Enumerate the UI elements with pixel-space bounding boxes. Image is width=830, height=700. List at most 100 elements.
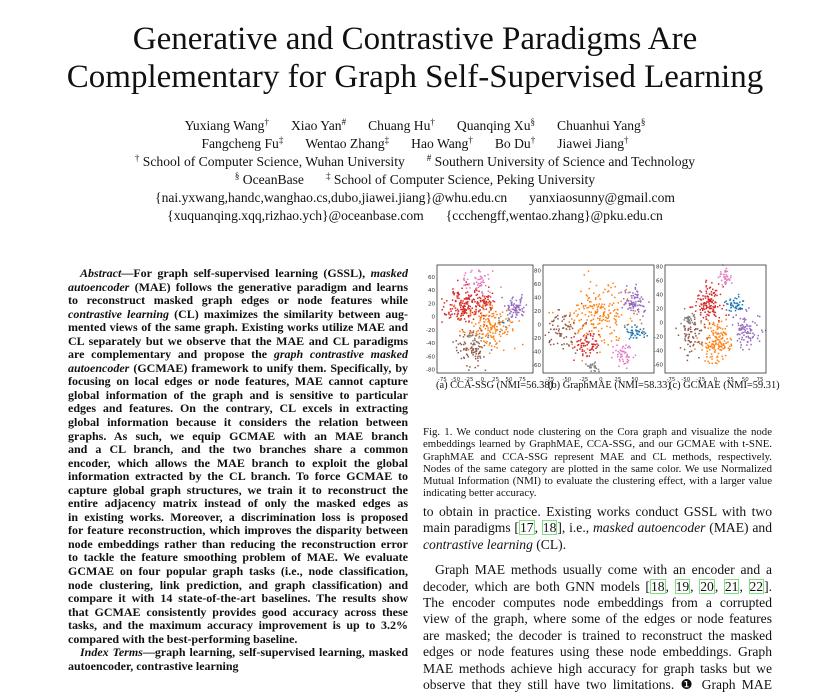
scatter-point — [503, 321, 505, 324]
text-line: to reconstruct masked graph edges or nod… — [68, 294, 408, 308]
scatter-point — [753, 334, 756, 336]
scatter-point — [460, 308, 462, 311]
scatter-point — [707, 298, 710, 300]
text: view of the graph, where some of the edg… — [423, 611, 772, 627]
citation-link[interactable]: 18 — [541, 520, 558, 536]
scatter-point — [634, 324, 636, 326]
text: GraphMAE and CCA-SSG represent MAE and C… — [423, 450, 772, 463]
scatter-point — [600, 305, 602, 307]
scatter-point — [483, 296, 486, 299]
scatter-point — [746, 332, 748, 335]
citation-link[interactable]: 22 — [748, 578, 765, 594]
scatter-point — [460, 312, 463, 315]
scatter-point — [464, 308, 466, 310]
scatter-point — [469, 295, 472, 298]
scatter-point — [451, 299, 454, 301]
scatter-point — [711, 340, 714, 343]
scatter-point — [621, 306, 624, 309]
scatter-point — [589, 334, 592, 337]
scatter-point — [485, 303, 488, 305]
scatter-point — [457, 343, 460, 345]
scatter-point — [700, 291, 703, 293]
scatter-point — [585, 294, 587, 296]
scatter-point — [471, 311, 474, 314]
x-tick-label: 0 — [714, 377, 718, 383]
scatter-point — [636, 295, 639, 297]
scatter-point — [602, 315, 604, 318]
scatter-point — [481, 336, 484, 339]
scatter-point — [716, 328, 719, 330]
text-line: autoencoder, contrastive learning — [68, 660, 408, 674]
scatter-point — [635, 301, 637, 303]
scatter-point — [475, 353, 477, 355]
scatter-point — [604, 308, 606, 310]
scatter-point — [708, 305, 711, 307]
scatter-point — [488, 310, 491, 313]
scatter-point — [616, 355, 619, 358]
scatter-point — [519, 309, 521, 311]
scatter-point — [472, 331, 474, 334]
text-line: for feature reconstruction, which improv… — [68, 524, 408, 538]
scatter-point — [467, 314, 470, 317]
scatter-point — [737, 322, 740, 325]
citation-link[interactable]: 19 — [674, 578, 691, 594]
scatter-point — [616, 313, 619, 315]
scatter-point — [632, 309, 634, 312]
scatter-point — [749, 330, 752, 332]
scatter-point — [712, 292, 715, 294]
scatter-point — [737, 333, 740, 335]
scatter-point — [744, 325, 747, 328]
scatter-point — [638, 304, 641, 306]
paper-title: Generative and Contrastive Paradigms Are… — [0, 20, 830, 96]
scatter-point — [588, 355, 591, 357]
scatter-point — [601, 319, 603, 322]
scatter-point — [584, 313, 587, 316]
scatter-point — [705, 302, 707, 305]
scatter-point — [684, 327, 686, 330]
scatter-point — [689, 330, 692, 333]
scatter-point — [480, 345, 482, 348]
scatter-point — [735, 305, 737, 308]
citation-link[interactable]: 20 — [699, 578, 715, 594]
citation-link[interactable]: 17 — [518, 520, 535, 536]
scatter-point — [598, 294, 601, 296]
scatter-point — [628, 356, 630, 358]
scatter-point — [633, 297, 636, 300]
scatter-point — [722, 342, 725, 345]
citation-link[interactable]: 21 — [723, 578, 740, 594]
scatter-point — [521, 310, 524, 312]
scatter-point — [587, 270, 590, 272]
scatter-point — [586, 295, 589, 297]
scatter-point — [724, 354, 727, 357]
scatter-point — [463, 357, 466, 359]
scatter-point — [621, 347, 624, 349]
scatter-point — [589, 367, 591, 369]
scatter-point — [708, 287, 711, 289]
scatter-point — [510, 316, 513, 318]
scatter-point — [594, 361, 596, 363]
scatter-point — [757, 334, 759, 337]
scatter-point — [687, 354, 689, 357]
citation-link[interactable]: 18 — [649, 578, 666, 594]
scatter-point — [615, 323, 618, 326]
scatter-point — [739, 329, 741, 331]
scatter-point — [513, 306, 515, 308]
scatter-point — [590, 314, 593, 316]
scatter-point — [480, 337, 483, 339]
scatter-point — [588, 300, 591, 303]
scatter-point — [484, 298, 486, 300]
scatter-point — [694, 348, 696, 350]
scatter-point — [618, 365, 620, 367]
scatter-point — [597, 344, 600, 347]
scatter-point — [483, 344, 486, 347]
author-name: Jiawei Jiang — [557, 136, 625, 151]
scatter-point — [473, 283, 475, 285]
scatter-point — [594, 370, 596, 372]
scatter-point — [598, 322, 601, 325]
scatter-point — [712, 321, 715, 324]
affiliation-mark: # — [426, 153, 432, 163]
scatter-point — [474, 355, 477, 358]
scatter-point — [468, 320, 470, 322]
scatter-point — [683, 307, 686, 310]
